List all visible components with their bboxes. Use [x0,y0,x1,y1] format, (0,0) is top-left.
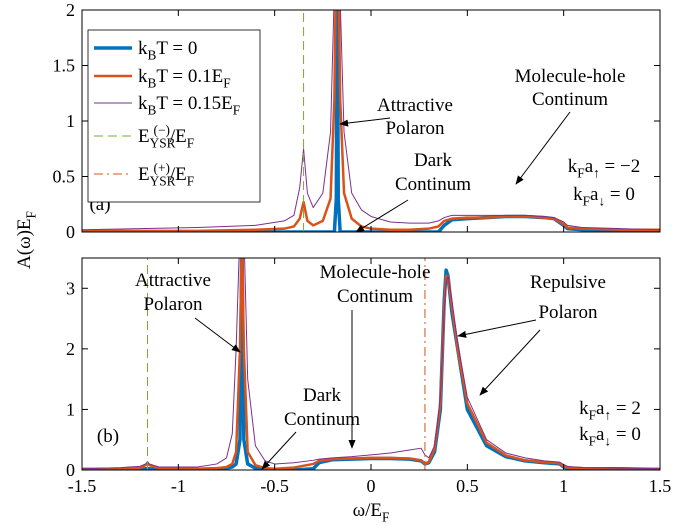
annotation: Dark [303,385,341,406]
annotation-arrow [339,117,391,127]
annotation-arrow [515,111,571,185]
annotation: Continum [337,286,413,307]
annotation: Molecule-hole [320,262,431,283]
x-tick-label: -0.5 [260,476,289,496]
annotation-arrow [479,329,541,396]
x-tick-label: -1.5 [68,476,97,496]
y-axis-label: A(ω)EF [14,211,39,269]
y-tick-label: 2 [66,339,75,359]
annotation: Dark [414,150,452,171]
annotation-arrow [457,319,537,338]
plot-area [82,10,660,232]
x-tick-label: 0 [367,476,376,496]
x-tick-label: 0.5 [456,476,479,496]
x-tick-label: -1 [171,476,186,496]
x-tick-label: 1 [559,476,568,496]
y-tick-label: 0.5 [53,167,76,187]
legend-box [87,29,261,203]
annotation: Polaron [385,118,445,139]
line-series [82,10,660,231]
line-series [82,258,660,470]
annotation: Molecule-hole [515,66,626,87]
y-tick-label: 0 [66,222,75,242]
y-tick-label: 1 [66,399,75,419]
annotation-arrow [261,431,297,470]
y-tick-label: 1 [66,111,75,131]
panel-label: (b) [97,426,119,447]
y-tick-label: 2 [66,0,75,20]
x-tick-label: 1.5 [649,476,672,496]
parameter-label: kFa↓ = 0 [579,424,641,449]
parameter-label: kFa↑ = −2 [568,156,640,181]
plot-area [82,258,660,470]
annotation: Continum [284,409,360,430]
line-series [82,10,660,232]
parameter-label: kFa↑ = 2 [579,398,641,423]
annotation: Polaron [538,302,598,323]
annotation: Polaron [143,294,203,315]
annotation-arrow [194,317,241,353]
annotation: Attractive [135,270,211,291]
annotation: Attractive [377,95,453,116]
line-series [82,258,660,470]
parameter-label: kFa↓ = 0 [573,184,635,209]
y-tick-label: 1.5 [53,56,76,76]
legend-label: EYSR(−)/EF [138,122,194,150]
legend-label: kBT = 0 [138,38,197,63]
annotation-arrow [355,199,409,233]
x-axis-label: ω/EF [353,500,390,525]
y-tick-label: 0 [66,460,75,480]
legend-label: kBT = 0.1EF [138,66,231,91]
y-tick-label: 3 [66,278,75,298]
annotation: Continum [395,174,471,195]
legend-label: kBT = 0.15EF [138,93,240,118]
legend-label: EYSR(+)/EF [138,160,194,188]
annotation: Continum [532,89,608,110]
annotation: Repulsive [530,272,606,293]
